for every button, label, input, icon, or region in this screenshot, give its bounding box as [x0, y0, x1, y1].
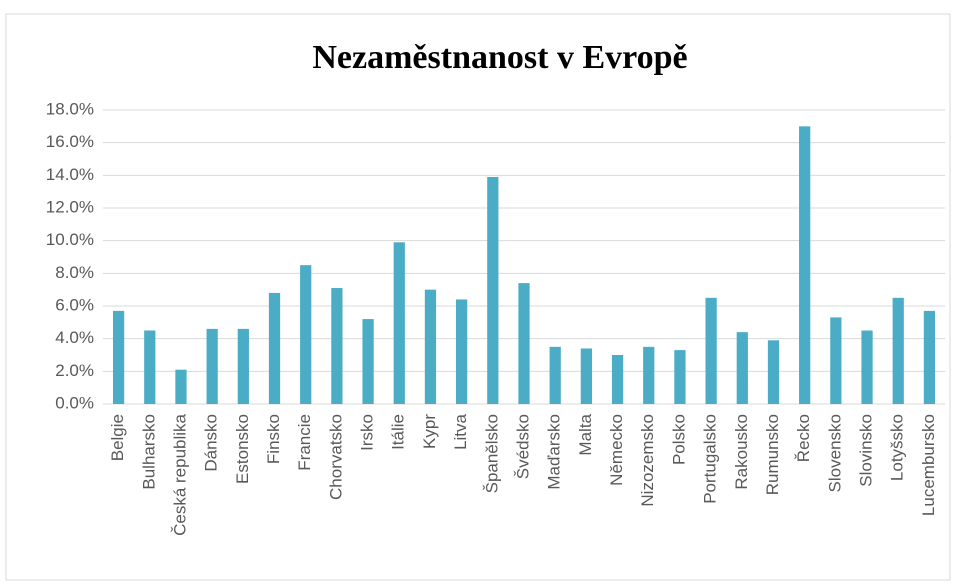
x-tick-label: Irsko — [358, 414, 377, 451]
bar — [518, 283, 530, 404]
bar — [362, 319, 374, 404]
bar — [580, 348, 592, 404]
bar — [175, 369, 187, 404]
x-tick-label: Rumunsko — [763, 414, 782, 495]
y-tick-label: 14.0% — [46, 165, 94, 184]
y-tick-label: 16.0% — [46, 132, 94, 151]
x-tick-label: Švédsko — [513, 414, 532, 479]
bar — [268, 292, 281, 404]
x-tick-label: Polsko — [669, 414, 688, 465]
chart-border — [5, 13, 951, 581]
y-tick-label: 0.0% — [55, 393, 94, 412]
bar — [300, 265, 312, 404]
x-tick-label: Chorvatsko — [326, 414, 345, 500]
y-tick-label: 2.0% — [55, 361, 94, 380]
bar — [923, 310, 936, 404]
x-tick-label: Lucembursko — [919, 414, 938, 516]
bar — [424, 289, 437, 404]
x-tick-label: Česká republika — [170, 413, 189, 535]
bar — [736, 332, 748, 404]
bar — [487, 176, 499, 404]
x-tick-label: Lotyšsko — [888, 414, 907, 481]
x-tick-label: Francie — [295, 414, 314, 471]
bar — [112, 310, 125, 404]
x-tick-label: Belgie — [108, 414, 127, 461]
x-tick-label: Kypr — [420, 414, 439, 449]
y-tick-label: 18.0% — [46, 99, 94, 118]
x-tick-label: Portugalsko — [701, 414, 720, 504]
bar — [237, 328, 249, 404]
x-tick-label: Litva — [451, 413, 470, 449]
y-tick-label: 10.0% — [46, 230, 94, 249]
x-tick-label: Bulharsko — [139, 414, 158, 490]
y-tick-label: 4.0% — [55, 328, 94, 347]
bar — [393, 242, 405, 404]
bar — [830, 317, 842, 404]
bar — [674, 350, 686, 404]
x-tick-label: Slovinsko — [857, 414, 876, 487]
bar — [611, 355, 624, 404]
x-tick-label: Řecko — [794, 414, 813, 462]
x-tick-label: Dánsko — [202, 414, 221, 472]
chart-title: Nezaměstnanost v Evropě — [312, 39, 687, 76]
bar — [331, 288, 343, 404]
x-tick-label: Maďarsko — [545, 414, 564, 490]
bar — [206, 328, 218, 404]
bar — [861, 330, 873, 404]
x-tick-label: Malta — [576, 413, 595, 455]
x-tick-label: Slovensko — [825, 414, 844, 492]
x-tick-label: Itálie — [389, 414, 408, 450]
x-tick-label: Německo — [607, 414, 626, 486]
bar — [144, 330, 156, 404]
x-tick-label: Estonsko — [233, 414, 252, 484]
bar — [799, 126, 811, 404]
y-tick-label: 8.0% — [55, 263, 94, 282]
bar — [892, 297, 904, 404]
y-tick-label: 12.0% — [46, 197, 94, 216]
x-tick-label: Nizozemsko — [638, 414, 657, 507]
y-tick-label: 6.0% — [55, 295, 94, 314]
bar — [705, 297, 717, 404]
x-tick-label: Finsko — [264, 414, 283, 464]
bar — [643, 346, 655, 404]
x-tick-label: Rakousko — [732, 414, 751, 490]
x-tick-label: Španělsko — [482, 414, 501, 493]
bar — [549, 346, 561, 404]
bar — [456, 299, 468, 404]
bar — [767, 340, 780, 404]
